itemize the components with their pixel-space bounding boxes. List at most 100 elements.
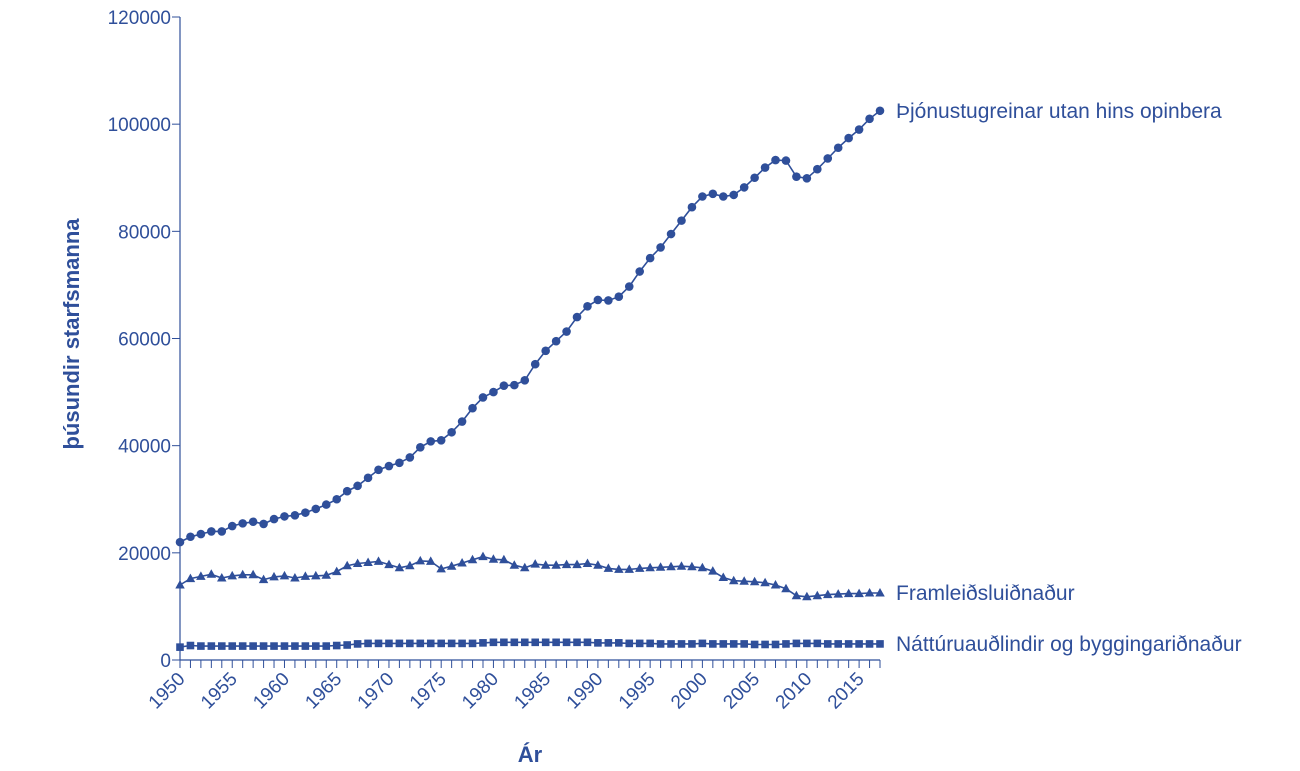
series-0-point-1975 (436, 436, 446, 445)
series-0-point-1993 (624, 282, 634, 291)
series-1-point-1950 (175, 580, 185, 589)
series-1-point-2000 (697, 562, 708, 572)
series-2-point-2011 (813, 639, 822, 648)
series-2-point-1968 (364, 639, 372, 648)
series-2-point-2001 (709, 640, 717, 648)
series-1-point-1996 (655, 562, 666, 571)
series-2-point-1967 (353, 640, 362, 648)
series-0-point-1959 (269, 514, 279, 524)
series-2-point-1999 (688, 640, 696, 648)
series-1-point-1990 (593, 560, 603, 569)
series-2-point-1981 (500, 638, 508, 647)
series-0-point-2009 (792, 172, 801, 181)
series-1-point-1994 (635, 563, 645, 572)
series-1-point-1961 (290, 573, 300, 582)
series-1-point-2010 (802, 591, 812, 601)
series-layer: Þjónustugreinar utan hins opinbera Framle… (175, 100, 1242, 656)
series-0-point-2016 (865, 114, 874, 124)
series-2-point-1966 (343, 641, 351, 649)
series-0-point-1960 (280, 512, 289, 521)
series-1-point-1983 (520, 562, 530, 572)
series-2-point-1953 (207, 642, 216, 650)
series-0-point-2012 (823, 154, 833, 163)
y-tick-label-4: 80000 (118, 222, 171, 243)
series-1-point-2012 (823, 589, 833, 599)
y-tick-label-0: 0 (160, 651, 171, 672)
series-0-point-1983 (520, 375, 530, 385)
series-2-point-2006 (761, 640, 769, 649)
series-1-point-1952 (196, 571, 206, 580)
series-1-point-1954 (217, 573, 227, 582)
series-0-point-1967 (353, 481, 362, 491)
series-0-point-1964 (321, 500, 331, 509)
series-0-point-1982 (510, 380, 519, 390)
series-2-point-1956 (238, 642, 247, 650)
series-1-point-2004 (739, 576, 749, 585)
series-1-point-1957 (248, 569, 258, 579)
series-0-point-1969 (374, 465, 383, 475)
series-1-point-1997 (666, 561, 676, 571)
series-0-point-1985 (541, 346, 550, 356)
series-0-point-1990 (593, 295, 603, 305)
series-1-point-1985 (540, 560, 551, 569)
series-1-point-2001 (708, 566, 718, 575)
series-0-point-1958 (259, 519, 268, 529)
x-tick-label-13: 2015 (824, 669, 869, 714)
series-0-point-1979 (478, 393, 488, 402)
x-tick-label-12: 2010 (772, 669, 817, 714)
series-1-point-1967 (352, 558, 363, 567)
series-2-point-1988 (573, 638, 581, 647)
series-1-point-1963 (311, 570, 321, 580)
series-1-point-1955 (227, 570, 237, 580)
x-tick-label-0: 1950 (145, 669, 190, 714)
x-tick-label-9: 1995 (615, 669, 660, 714)
series-2-point-1982 (510, 638, 519, 647)
series-1-point-1992 (614, 564, 624, 573)
series-1-point-2015 (854, 588, 864, 598)
series-1-point-1975 (436, 563, 446, 573)
series-0-point-1998 (677, 216, 686, 225)
series-2-point-1984 (531, 638, 540, 647)
series-1-point-2002 (718, 572, 728, 581)
series-2-point-1950 (176, 643, 184, 651)
series-1: Framleiðsluiðnaður (175, 551, 1075, 605)
series-2-point-1995 (646, 639, 654, 648)
series-1-point-1960 (279, 570, 290, 580)
series-1-point-1970 (384, 559, 394, 569)
series-0-point-1970 (384, 461, 394, 471)
series-0-point-1984 (530, 359, 540, 369)
series-0-point-1977 (457, 417, 467, 426)
series-2-point-1961 (291, 642, 299, 650)
series-2-point-2004 (740, 640, 748, 648)
series-0-point-1991 (604, 296, 613, 305)
series-1-point-2006 (760, 577, 770, 587)
series-2-point-2014 (844, 640, 853, 648)
y-tick-label-6: 120000 (108, 8, 171, 29)
series-1-point-1995 (645, 562, 655, 572)
series-2: Náttúruauðlindir og byggingariðnaður (176, 633, 1242, 656)
series-1-point-1976 (446, 561, 457, 570)
series-0-point-2010 (802, 173, 812, 183)
x-tick-label-5: 1975 (406, 669, 451, 714)
series-2-point-1994 (635, 639, 644, 648)
series-0-point-2013 (833, 143, 843, 153)
series-2-point-1952 (197, 642, 205, 650)
series-2-point-1997 (667, 640, 675, 648)
y-tick-label-5: 100000 (108, 115, 171, 136)
series-1-point-2013 (833, 589, 843, 598)
series-2-point-1969 (374, 639, 383, 648)
series-1-point-2009 (791, 590, 802, 600)
x-axis-title: Ár (518, 742, 543, 767)
series-2-point-1957 (249, 642, 257, 650)
y-axis-title: þúsundir starfsmanna (59, 218, 84, 450)
series-2-point-1965 (332, 641, 341, 650)
series-2-point-2002 (719, 640, 728, 648)
x-tick-label-4: 1970 (354, 669, 399, 714)
series-2-point-1955 (228, 642, 237, 650)
series-1-point-1973 (415, 555, 425, 565)
series-0-point-1974 (426, 437, 436, 446)
series-2-point-2015 (855, 640, 863, 648)
series-0-point-2014 (844, 133, 853, 143)
series-0-point-2004 (739, 183, 749, 192)
series-1-point-2008 (781, 583, 791, 593)
